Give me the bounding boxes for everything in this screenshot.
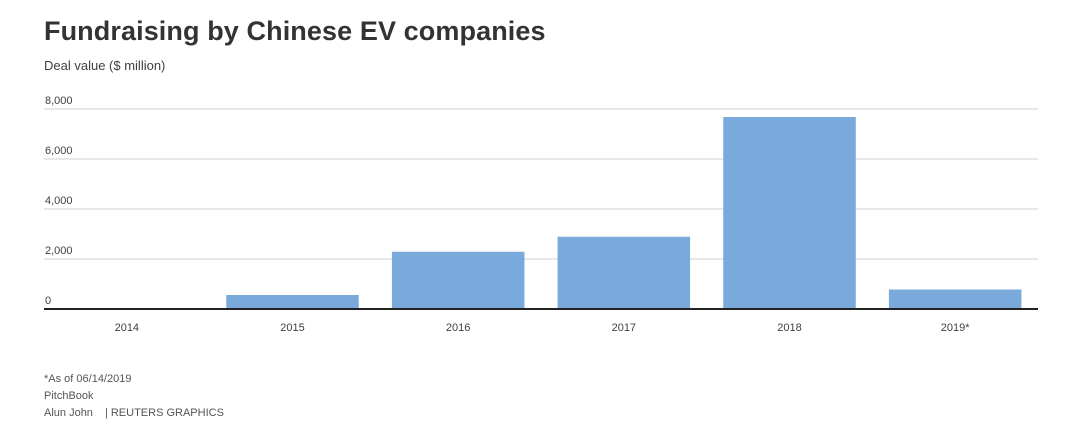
x-tick-label: 2014 [115, 322, 139, 334]
x-tick-label: 2017 [612, 322, 636, 334]
footnote: *As of 06/14/2019 [44, 373, 132, 385]
x-tick-label: 2019* [941, 322, 970, 334]
bars [226, 117, 1022, 309]
bar-2019 [888, 289, 1022, 309]
bar-2016 [391, 251, 525, 309]
y-tick-label: 2,000 [45, 245, 73, 257]
source-label: PitchBook [44, 390, 94, 402]
bar-2018 [723, 117, 856, 309]
author-name: Alun John [44, 407, 93, 419]
x-tick-label: 2015 [280, 322, 304, 334]
bar-2017 [557, 236, 691, 309]
x-tick-label: 2016 [446, 322, 470, 334]
y-tick-label: 8,000 [45, 95, 73, 107]
y-tick-label: 0 [45, 295, 51, 307]
bar-2015 [226, 295, 359, 309]
credit-line: Alun John | REUTERS GRAPHICS [44, 407, 224, 419]
publisher-credit: | REUTERS GRAPHICS [104, 407, 224, 419]
y-axis-tick-labels: 0 2,000 4,000 6,000 8,000 [45, 95, 73, 307]
x-tick-label: 2018 [777, 322, 801, 334]
x-axis-tick-labels: 2014 2015 2016 2017 2018 2019* [115, 322, 971, 334]
y-tick-label: 6,000 [45, 145, 73, 157]
grid-lines [44, 108, 1038, 260]
chart-subtitle: Deal value ($ million) [44, 58, 166, 73]
chart-title: Fundraising by Chinese EV companies [44, 16, 546, 46]
y-tick-label: 4,000 [45, 195, 73, 207]
